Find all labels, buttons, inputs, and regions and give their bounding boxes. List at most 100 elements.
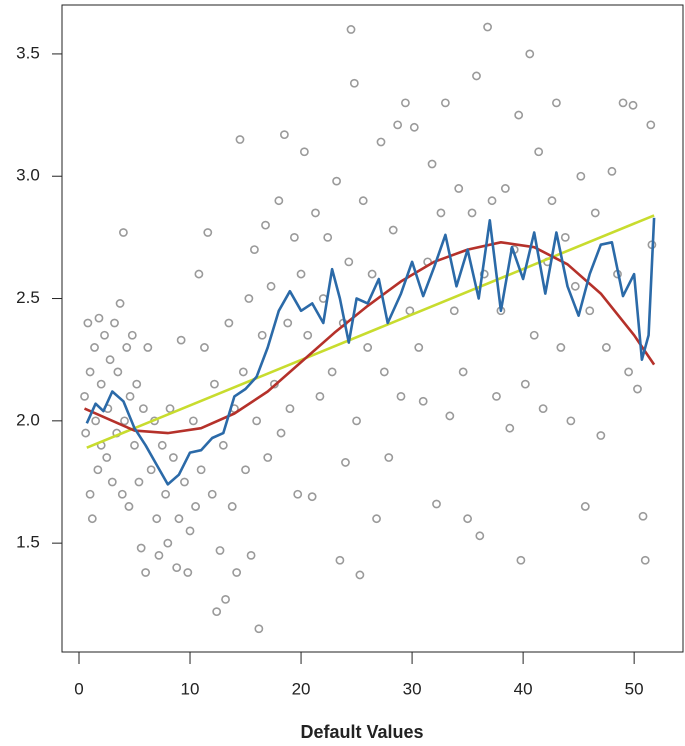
data-point	[130, 440, 139, 450]
data-point	[590, 208, 600, 218]
data-point	[352, 416, 361, 426]
data-point	[235, 135, 245, 144]
data-point	[224, 318, 234, 328]
data-point	[91, 416, 101, 426]
data-point	[194, 269, 204, 279]
data-point	[283, 318, 293, 328]
data-point	[163, 538, 173, 548]
data-point	[289, 232, 299, 242]
data-point	[210, 379, 219, 389]
data-point	[257, 330, 267, 340]
data-point	[176, 335, 186, 345]
data-point	[576, 171, 586, 181]
data-point	[93, 465, 103, 475]
data-point	[136, 543, 146, 553]
data-point	[250, 245, 259, 255]
fit-line	[86, 214, 655, 449]
data-point	[580, 502, 590, 511]
data-point	[516, 555, 526, 565]
data-point	[238, 367, 248, 377]
data-point	[143, 343, 153, 352]
data-point	[500, 184, 510, 193]
data-point	[132, 379, 142, 389]
data-point	[355, 570, 365, 580]
data-point	[87, 514, 97, 524]
data-point	[203, 228, 213, 237]
data-point	[311, 208, 320, 218]
data-point	[341, 458, 350, 467]
data-point	[483, 22, 492, 32]
data-point	[196, 465, 206, 475]
data-point	[227, 502, 237, 511]
data-point	[117, 489, 127, 499]
data-point	[570, 281, 580, 291]
data-point	[414, 343, 424, 352]
data-point	[96, 379, 106, 389]
data-point	[157, 440, 167, 450]
data-point	[119, 228, 128, 237]
data-point	[120, 416, 129, 426]
x-tick-label: 30	[403, 679, 422, 698]
data-point	[266, 281, 276, 291]
data-point	[188, 416, 198, 426]
data-point	[174, 514, 184, 524]
data-point	[376, 137, 386, 147]
data-point	[618, 98, 628, 108]
data-point	[585, 306, 595, 316]
data-point	[454, 184, 464, 193]
data-point	[601, 343, 611, 352]
data-point	[207, 489, 217, 499]
data-point	[125, 391, 135, 401]
data-point	[349, 78, 359, 88]
data-point	[299, 147, 309, 157]
data-point	[180, 477, 189, 487]
data-point	[218, 440, 228, 450]
data-point	[138, 404, 148, 414]
x-tick-label: 10	[181, 679, 200, 698]
plot-frame	[61, 4, 684, 653]
data-point	[458, 367, 468, 377]
data-point	[279, 130, 289, 140]
data-point	[215, 546, 225, 555]
data-point	[396, 391, 406, 401]
y-tick-label: 2.0	[16, 410, 40, 429]
data-point	[335, 555, 345, 565]
data-point	[241, 465, 250, 475]
x-tick-label: 50	[625, 679, 644, 698]
fit-line	[85, 217, 656, 486]
data-point	[409, 122, 419, 132]
data-point	[110, 318, 119, 328]
data-point	[85, 367, 95, 377]
data-point	[200, 343, 209, 352]
data-point	[168, 453, 178, 462]
data-point	[479, 269, 489, 279]
data-point	[566, 416, 576, 426]
x-tick-label: 40	[514, 679, 533, 698]
data-point	[274, 196, 284, 206]
data-point	[134, 477, 144, 487]
data-point	[122, 343, 132, 352]
data-point	[534, 147, 544, 157]
x-tick-label: 20	[292, 679, 311, 698]
data-point	[232, 568, 242, 577]
data-point	[633, 384, 642, 394]
data-point	[152, 514, 162, 524]
data-point	[596, 431, 606, 440]
fit-line	[83, 241, 656, 435]
data-point	[252, 416, 262, 426]
data-point	[367, 269, 377, 279]
data-point	[80, 391, 89, 401]
data-point	[445, 411, 455, 421]
data-point	[327, 367, 337, 377]
data-point	[124, 502, 134, 511]
data-point	[492, 391, 501, 401]
data-point	[475, 531, 485, 541]
data-point	[115, 299, 125, 308]
data-point	[463, 514, 472, 524]
data-point	[165, 404, 175, 414]
data-point	[363, 343, 373, 352]
data-point	[640, 555, 650, 565]
data-point	[172, 563, 182, 573]
y-tick-label: 3.5	[16, 43, 40, 62]
